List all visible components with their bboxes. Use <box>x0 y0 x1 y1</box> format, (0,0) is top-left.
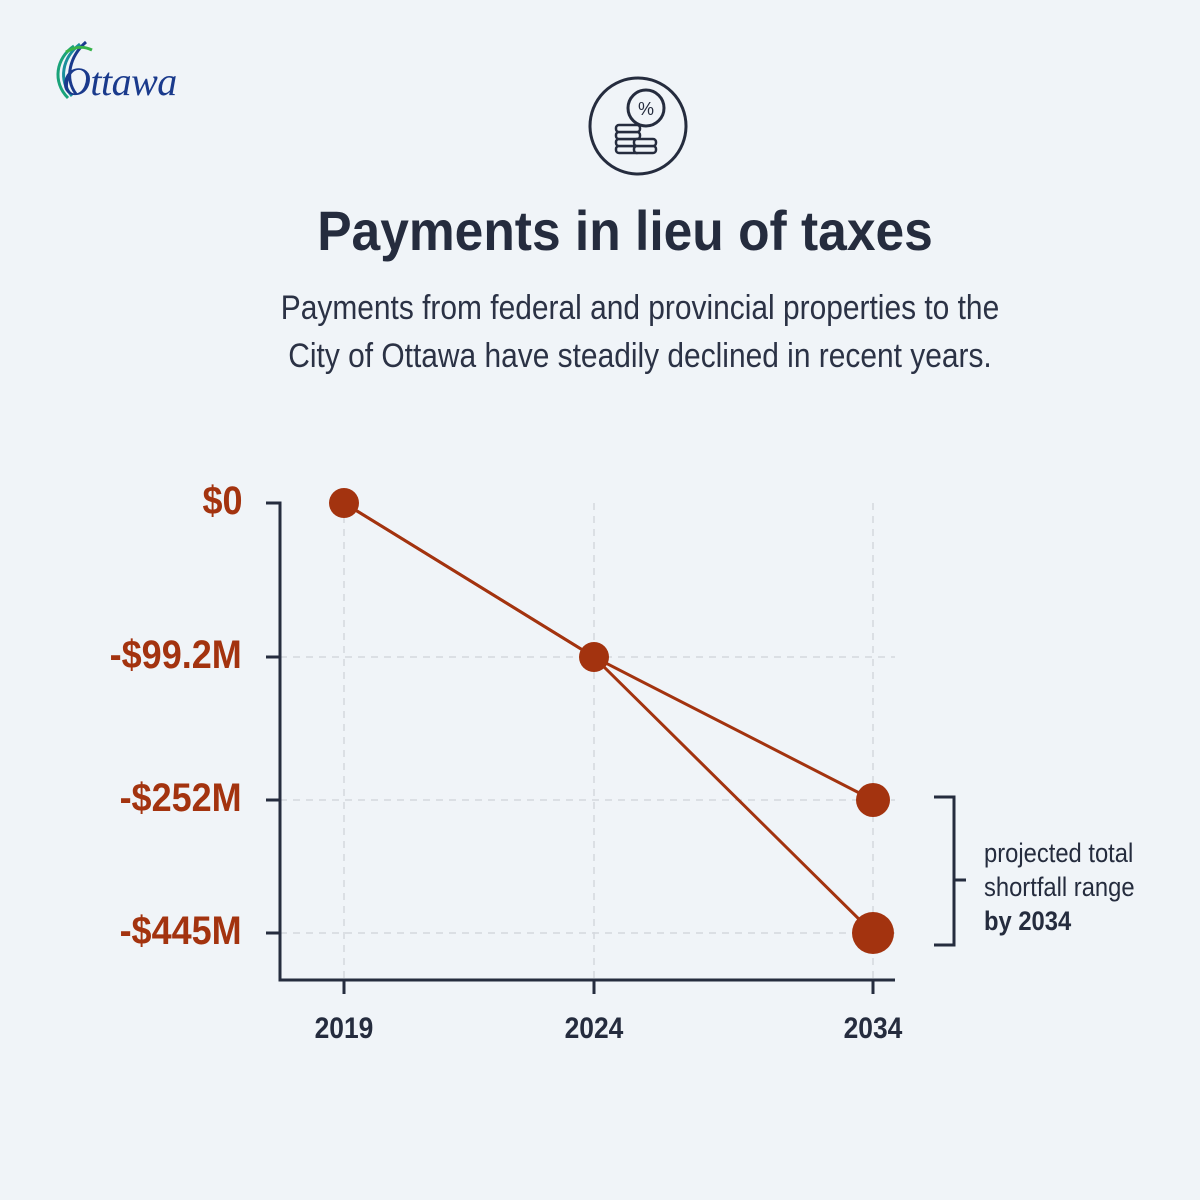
ottawa-logo <box>56 40 93 100</box>
y-tick-label: $0 <box>201 479 242 523</box>
x-tick-label: 2024 <box>564 1012 624 1045</box>
y-tick-label: -$99.2M <box>109 633 242 677</box>
svg-text:%: % <box>638 99 654 119</box>
range-annotation: projected total shortfall range by 2034 <box>984 836 1135 938</box>
series-lines <box>343 501 875 935</box>
page-title: Payments in lieu of taxes <box>317 199 933 262</box>
grid-lines <box>280 503 895 980</box>
subtitle-line-2: City of Ottawa have steadily declined in… <box>288 337 992 375</box>
data-point-2034-2 <box>852 912 894 954</box>
annotation-line-2: shortfall range <box>984 872 1135 902</box>
annotation-line-1: projected total <box>984 838 1134 868</box>
page-subtitle: Payments from federal and provincial pro… <box>226 284 1053 380</box>
y-tick-label: -$445M <box>119 909 242 953</box>
data-point-2019-1 <box>329 488 359 518</box>
series-line-2 <box>343 501 875 935</box>
logo-text: Ottawa <box>62 59 177 104</box>
subtitle-line-1: Payments from federal and provincial pro… <box>280 289 1000 327</box>
percent-coins-icon: % <box>588 76 688 176</box>
x-ticks <box>342 980 875 994</box>
y-tick-label: -$252M <box>119 776 242 820</box>
data-point-2034-1 <box>856 783 890 817</box>
y-axis <box>266 501 895 982</box>
x-tick-label: 2034 <box>843 1012 903 1045</box>
range-bracket <box>934 795 966 947</box>
x-tick-label: 2019 <box>314 1012 374 1045</box>
data-point-2024-1 <box>579 642 609 672</box>
y-ticks <box>266 501 280 935</box>
series-points <box>329 488 894 954</box>
series-line-1 <box>343 501 874 802</box>
annotation-line-3: by 2034 <box>984 906 1072 936</box>
